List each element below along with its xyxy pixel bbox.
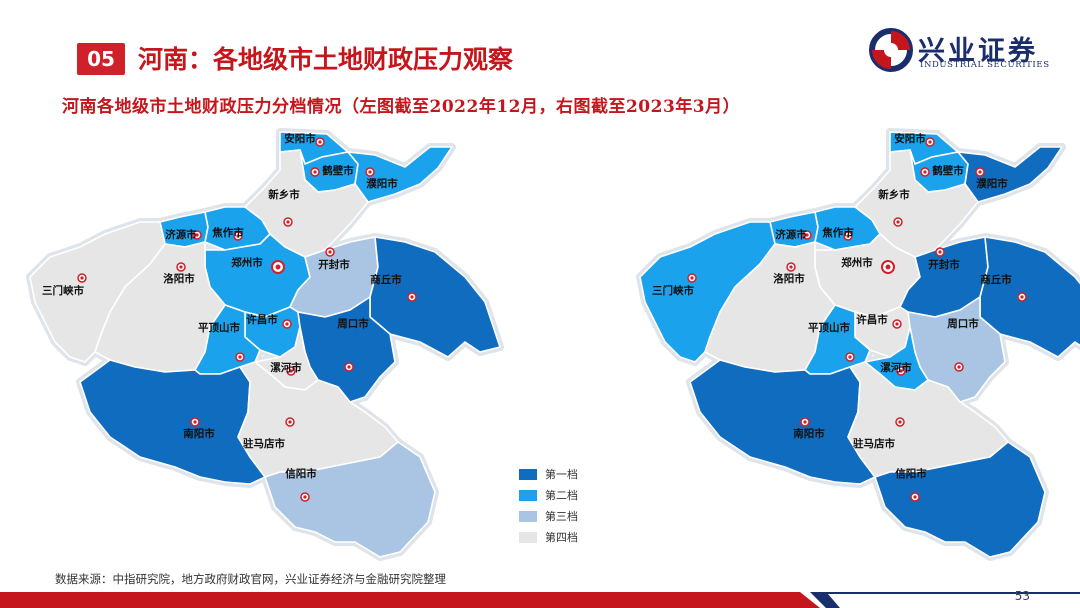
city-label-kaifeng: 开封市 [928, 258, 960, 271]
city-label-jiyuan: 济源市 [165, 228, 197, 241]
page-title: 河南：各地级市土地财政压力观察 [138, 45, 514, 74]
region-nanyang [79, 359, 266, 485]
city-label-zhoukou: 周口市 [947, 317, 979, 330]
city-label-puyang: 濮阳市 [976, 177, 1008, 190]
city-marker-icon [954, 362, 964, 372]
logo-name-cn: 兴业证券 [918, 36, 1038, 67]
city-marker-icon [77, 273, 87, 283]
city-marker-icon [893, 217, 903, 227]
city-marker-icon [176, 262, 186, 272]
company-logo: 兴业证券 INDUSTRIAL SECURITIES [868, 27, 1058, 73]
city-marker-icon [233, 231, 243, 241]
legend-label: 第四档 [545, 531, 578, 544]
city-label-shangqiu: 商丘市 [370, 273, 402, 286]
region-puyang [957, 146, 1063, 203]
city-marker-icon [283, 217, 293, 227]
city-marker-icon [687, 273, 697, 283]
city-marker-icon [282, 319, 292, 329]
city-label-pingdingshan: 平顶山市 [198, 321, 240, 334]
region-xinyang [874, 441, 1046, 558]
city-marker-icon [925, 137, 935, 147]
city-label-hebi: 鹤壁市 [931, 164, 964, 177]
city-marker-icon [800, 417, 810, 427]
city-label-zhoukou: 周口市 [337, 317, 369, 330]
city-marker-icon [1017, 292, 1027, 302]
page-number: 53 [1014, 589, 1030, 603]
city-marker-icon [920, 167, 930, 177]
city-marker-icon [802, 230, 812, 240]
city-label-luohe: 漯河市 [270, 361, 302, 374]
region-puyang [347, 146, 453, 203]
legend-label: 第二档 [545, 489, 578, 502]
city-label-xinyang: 信阳市 [285, 467, 317, 480]
city-marker-icon [892, 319, 902, 329]
city-label-luoyang: 洛阳市 [163, 272, 195, 285]
city-label-jiaozuo: 焦作市 [211, 226, 244, 239]
city-marker-icon [192, 230, 202, 240]
legend-swatch [519, 490, 537, 501]
logo-emblem-icon [869, 28, 913, 72]
city-marker-icon [845, 352, 855, 362]
city-label-anyang: 安阳市 [894, 132, 926, 145]
city-marker-icon [935, 247, 945, 257]
city-label-zhengzhou: 郑州市 [231, 256, 263, 269]
city-label-pingdingshan: 平顶山市 [808, 321, 850, 334]
section-number-badge: 05 [77, 43, 125, 75]
legend-swatch [519, 532, 537, 543]
city-marker-icon [910, 492, 920, 502]
city-label-anyang: 安阳市 [284, 132, 316, 145]
city-label-sanmenxia: 三门峡市 [652, 284, 694, 297]
city-label-zhengzhou: 郑州市 [841, 256, 873, 269]
city-marker-icon [286, 366, 296, 376]
region-nanyang [689, 359, 876, 485]
city-label-sanmenxia: 三门峡市 [42, 284, 84, 297]
city-label-zhumadian: 驻马店市 [243, 437, 285, 450]
city-marker-icon [896, 366, 906, 376]
legend-swatch [519, 511, 537, 522]
city-marker-icon [235, 352, 245, 362]
city-label-xinyang: 信阳市 [895, 467, 927, 480]
city-label-jiyuan: 济源市 [775, 228, 807, 241]
city-marker-icon [285, 417, 295, 427]
city-marker-icon [271, 260, 285, 274]
city-marker-icon [315, 137, 325, 147]
city-label-xuchang: 许昌市 [246, 313, 278, 326]
city-label-jiaozuo: 焦作市 [821, 226, 854, 239]
logo-name-en: INDUSTRIAL SECURITIES [920, 60, 1050, 70]
city-label-zhumadian: 驻马店市 [853, 437, 895, 450]
city-label-puyang: 濮阳市 [366, 177, 398, 190]
city-label-xuchang: 许昌市 [856, 313, 888, 326]
legend-swatch [519, 469, 537, 480]
city-marker-icon [881, 260, 895, 274]
city-marker-icon [365, 167, 375, 177]
city-label-hebi: 鹤壁市 [321, 164, 354, 177]
legend-label: 第一档 [545, 468, 578, 481]
city-label-xinxiang: 新乡市 [878, 188, 910, 201]
legend-label: 第三档 [545, 510, 578, 523]
city-label-shangqiu: 商丘市 [980, 273, 1012, 286]
city-marker-icon [310, 167, 320, 177]
city-label-xinxiang: 新乡市 [268, 188, 300, 201]
city-marker-icon [407, 292, 417, 302]
city-marker-icon [975, 167, 985, 177]
region-xinyang [264, 441, 436, 558]
city-marker-icon [190, 417, 200, 427]
city-marker-icon [325, 247, 335, 257]
city-label-luoyang: 洛阳市 [773, 272, 805, 285]
city-marker-icon [843, 231, 853, 241]
footer-bar [0, 592, 1080, 608]
city-label-nanyang: 南阳市 [793, 427, 825, 440]
city-label-luohe: 漯河市 [880, 361, 912, 374]
chart-subtitle: 河南各地级市土地财政压力分档情况（左图截至2022年12月，右图截至2023年3… [62, 97, 741, 117]
city-marker-icon [300, 492, 310, 502]
data-source-note: 数据来源：中指研究院，地方政府财政官网，兴业证券经济与金融研究院整理 [55, 572, 446, 586]
city-label-kaifeng: 开封市 [318, 258, 350, 271]
city-marker-icon [344, 362, 354, 372]
city-label-nanyang: 南阳市 [183, 427, 215, 440]
city-marker-icon [786, 262, 796, 272]
city-marker-icon [895, 417, 905, 427]
